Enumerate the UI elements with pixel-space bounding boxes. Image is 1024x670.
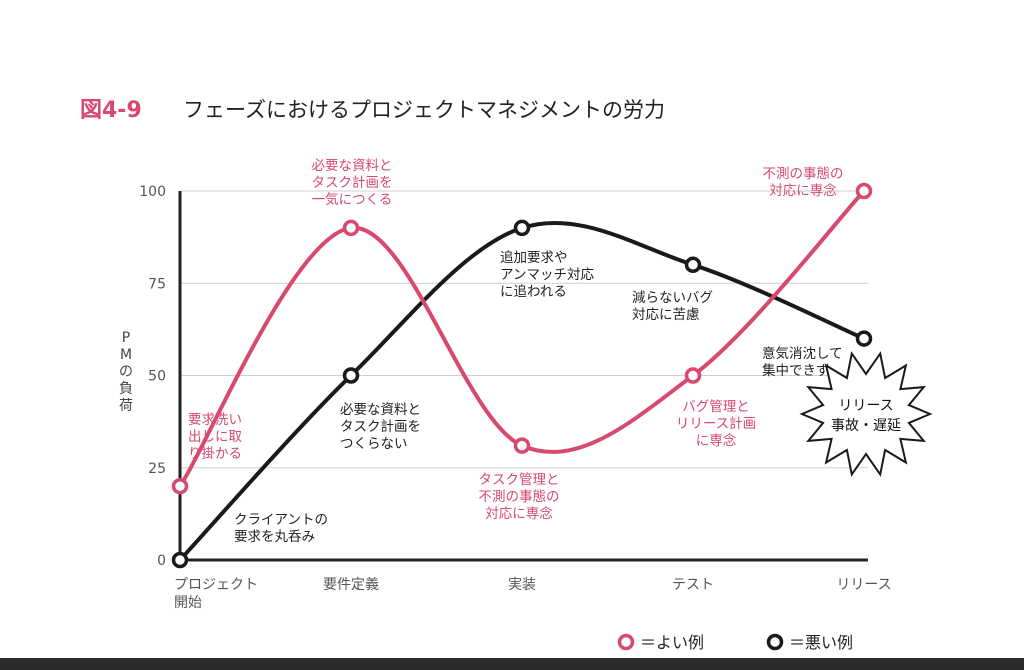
series-line-good: [178, 189, 866, 489]
data-point-bad-1: [342, 367, 360, 384]
annotation-good-1: 必要な資料と: [312, 158, 393, 174]
annotation-bad-0: 要求を丸呑み: [234, 529, 315, 545]
callout-text: 事故・遅延: [831, 418, 901, 434]
annotation-bad-3: 対応に苦慮: [632, 307, 700, 323]
annotation-bad-4: 意気消沈して: [762, 345, 843, 362]
y-tick-label-0: 0: [157, 553, 166, 569]
data-point-bad-4: [855, 330, 873, 347]
annotation-good-2: 対応に専念: [485, 505, 553, 522]
annotation-bad-1: つくらない: [340, 436, 408, 452]
annotation-bad-0: クライアントの: [234, 512, 328, 528]
annotation-good-4: 対応に専念: [769, 182, 837, 199]
y-axis-label-char: の: [119, 364, 133, 380]
series-line-bad: [178, 220, 866, 562]
annotation-good-3: リリース計画: [676, 416, 756, 432]
legend-label-good: ＝よい例: [640, 633, 704, 652]
annotation-good-2: 不測の事態の: [479, 489, 560, 505]
annotation-good-2: タスク管理と: [479, 472, 560, 488]
annotation-good-0: り掛かる: [188, 446, 242, 462]
figure-title: フェーズにおけるプロジェクトマネジメントの労力: [183, 98, 665, 122]
annotation-good-1: タスク計画を: [312, 175, 393, 191]
annotation-bad-1: 必要な資料と: [340, 402, 421, 418]
starburst-callout: [799, 351, 933, 477]
annotation-bad-2: 追加要求や: [500, 250, 568, 266]
x-tick-label-4: リリース: [836, 577, 891, 593]
y-tick-label-100: 100: [139, 184, 166, 200]
data-point-bad-3: [684, 256, 702, 274]
legend-marker-good: [617, 633, 635, 651]
callout-text: リリース: [838, 398, 893, 414]
data-point-good-0: [171, 477, 189, 495]
data-point-good-1: [342, 219, 360, 237]
annotation-good-4: 不測の事態の: [763, 166, 844, 182]
data-point-good-2: [513, 437, 531, 454]
figure-number: 図4-9: [80, 98, 142, 123]
annotation-good-3: に専念: [696, 432, 737, 449]
y-axis-label-char: 荷: [119, 398, 133, 414]
page-edge-band: [0, 658, 1024, 670]
data-point-bad-2: [513, 219, 531, 237]
annotation-bad-2: アンマッチ対応: [500, 267, 594, 283]
x-tick-label-0: 開始: [174, 595, 202, 611]
annotation-good-0: 要求洗い: [188, 412, 242, 428]
annotation-bad-2: に追われる: [500, 284, 567, 300]
annotation-bad-4: 集中できず: [762, 363, 830, 379]
annotation-good-0: 出しに取: [188, 429, 242, 445]
y-axis-label-char: M: [120, 347, 132, 363]
data-point-good-4: [855, 182, 873, 200]
data-point-bad-0: [171, 551, 189, 569]
data-point-good-3: [684, 367, 702, 384]
x-tick-label-3: テスト: [672, 577, 714, 593]
annotation-bad-3: 減らないバグ: [632, 289, 713, 306]
annotation-good-3: バグ管理と: [682, 399, 750, 415]
x-tick-label-0: プロジェクト: [174, 577, 258, 593]
y-tick-label-75: 75: [148, 276, 166, 292]
annotation-good-1: 一気につくる: [312, 192, 393, 208]
x-tick-label-2: 実装: [508, 577, 536, 593]
y-tick-label-25: 25: [148, 461, 166, 477]
y-axis-label-char: 負: [119, 381, 133, 397]
legend-label-bad: ＝悪い例: [789, 633, 853, 652]
annotation-bad-1: タスク計画を: [340, 419, 421, 435]
y-tick-label-50: 50: [148, 369, 166, 385]
legend-marker-bad: [766, 633, 784, 651]
y-axis-label-char: P: [122, 330, 130, 346]
x-tick-label-1: 要件定義: [323, 576, 379, 593]
